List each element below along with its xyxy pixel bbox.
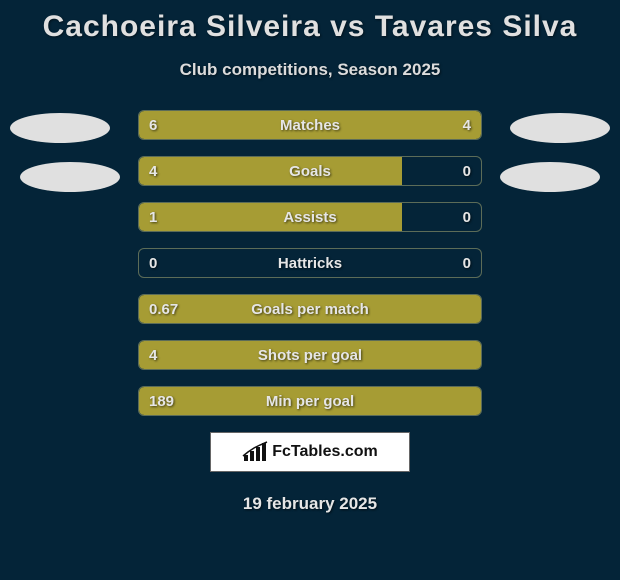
- stat-label: Assists: [139, 203, 481, 232]
- stat-label: Matches: [139, 111, 481, 140]
- player-left-blob-2: [20, 162, 120, 192]
- stat-row: 4Shots per goal: [138, 340, 482, 370]
- stat-value-right: 4: [463, 111, 471, 140]
- page-title: Cachoeira Silveira vs Tavares Silva: [0, 0, 620, 44]
- credit-badge: FcTables.com: [210, 432, 410, 472]
- chart-icon: [242, 441, 268, 463]
- stat-label: Min per goal: [139, 387, 481, 416]
- stat-value-right: 0: [463, 203, 471, 232]
- stat-row: 1Assists0: [138, 202, 482, 232]
- player-right-blob-1: [510, 113, 610, 143]
- page-subtitle: Club competitions, Season 2025: [0, 60, 620, 80]
- bars-container: 6Matches44Goals01Assists00Hattricks00.67…: [138, 110, 482, 416]
- stat-label: Hattricks: [139, 249, 481, 278]
- stat-value-right: 0: [463, 249, 471, 278]
- stat-label: Goals per match: [139, 295, 481, 324]
- stat-value-right: 0: [463, 157, 471, 186]
- stat-row: 189Min per goal: [138, 386, 482, 416]
- date-text: 19 february 2025: [0, 494, 620, 514]
- comparison-chart: 6Matches44Goals01Assists00Hattricks00.67…: [0, 110, 620, 416]
- stat-label: Shots per goal: [139, 341, 481, 370]
- stat-row: 0Hattricks0: [138, 248, 482, 278]
- stat-label: Goals: [139, 157, 481, 186]
- credit-text: FcTables.com: [272, 443, 378, 461]
- stat-row: 4Goals0: [138, 156, 482, 186]
- player-left-blob-1: [10, 113, 110, 143]
- stat-row: 0.67Goals per match: [138, 294, 482, 324]
- player-right-blob-2: [500, 162, 600, 192]
- stat-row: 6Matches4: [138, 110, 482, 140]
